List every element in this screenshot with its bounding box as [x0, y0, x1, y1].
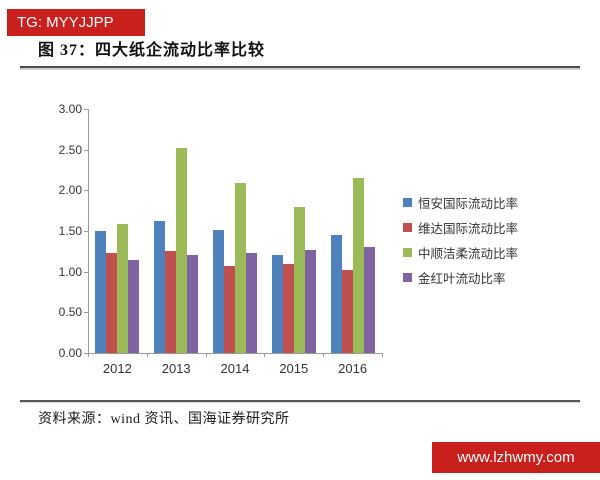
y-axis-tick-label: 2.00 [58, 183, 82, 198]
bar-2015-series3 [293, 207, 305, 353]
legend-swatch-icon [403, 223, 412, 232]
legend-entry-2: 维达国际流动比率 [403, 215, 518, 240]
data-source-note: 资料来源：wind 资讯、国海证券研究所 [38, 412, 290, 427]
legend-swatch-icon [403, 198, 412, 207]
x-axis-tick [264, 353, 266, 357]
bar-2012-series3 [117, 224, 129, 353]
bar-2013-series4 [187, 255, 199, 353]
y-axis-tick-label: 2.50 [58, 142, 82, 157]
bar-2015-series2 [282, 264, 294, 353]
bar-2014-series4 [246, 253, 257, 353]
legend-swatch-icon [403, 248, 412, 257]
x-axis-category-label: 2015 [279, 361, 309, 376]
bar-2014-series3 [235, 183, 246, 353]
legend-entry-3: 中顺洁柔流动比率 [403, 240, 518, 265]
y-axis-tick-label: 0.50 [58, 305, 82, 320]
bar-2013-series2 [165, 251, 177, 353]
legend-label: 中顺洁柔流动比率 [418, 247, 519, 261]
y-axis-tick-label: 1.00 [58, 264, 82, 279]
footer-divider [20, 400, 580, 402]
y-axis-tick [84, 149, 88, 151]
y-axis-tick [84, 109, 88, 110]
bar-2012-series2 [106, 253, 118, 353]
bar-2014-series1 [213, 230, 224, 353]
website-watermark-banner: www.lzhwmy.com [432, 442, 600, 473]
bar-2016-series1 [330, 235, 342, 353]
telegram-watermark-banner: TG: MYYJJPP [7, 9, 145, 36]
x-axis-category-label: 2012 [102, 361, 132, 376]
x-axis-tick [146, 353, 148, 357]
bar-2012-series1 [95, 231, 107, 353]
x-axis-category-label: 2013 [161, 361, 191, 376]
bar-2016-series3 [352, 178, 364, 353]
bar-2015-series1 [271, 255, 283, 353]
y-axis-tick [84, 231, 88, 232]
legend-label: 金红叶流动比率 [418, 272, 506, 286]
x-axis-tick [382, 353, 383, 357]
website-watermark-text: www.lzhwmy.com [457, 449, 575, 466]
title-divider [20, 66, 580, 68]
x-axis-tick [323, 353, 325, 357]
y-axis-tick-label: 1.50 [58, 224, 82, 238]
y-axis-tick-label: 0.00 [58, 346, 82, 360]
legend-label: 恒安国际流动比率 [418, 197, 519, 211]
bar-2016-series4 [363, 247, 375, 353]
bar-2016-series2 [341, 270, 353, 353]
figure-title: 图 37：四大纸企流动比率比较 [38, 42, 266, 59]
bar-2012-series4 [128, 260, 140, 353]
y-axis-line [88, 109, 89, 353]
x-axis-category-label: 2016 [338, 361, 368, 376]
legend-entry-4: 金红叶流动比率 [403, 265, 518, 290]
y-axis-tick [84, 271, 88, 273]
chart-legend: 恒安国际流动比率 维达国际流动比率 中顺洁柔流动比率 金红叶流动比率 [403, 190, 518, 290]
y-axis-tick [84, 312, 88, 314]
legend-entry-1: 恒安国际流动比率 [403, 190, 518, 215]
x-axis-line [88, 353, 383, 354]
x-axis-tick [88, 353, 89, 357]
y-axis-tick-label: 3.00 [58, 102, 82, 116]
telegram-watermark-text: TG: MYYJJPP [17, 14, 114, 31]
y-axis-tick [84, 353, 88, 354]
legend-swatch-icon [403, 273, 412, 282]
bar-2015-series4 [304, 250, 316, 353]
bar-2013-series1 [154, 221, 166, 353]
legend-label: 维达国际流动比率 [418, 222, 519, 236]
x-axis-category-label: 2014 [220, 361, 250, 376]
bar-2014-series2 [224, 266, 235, 353]
bar-2013-series3 [176, 148, 188, 353]
y-axis-tick [84, 190, 88, 192]
x-axis-tick [205, 353, 207, 357]
